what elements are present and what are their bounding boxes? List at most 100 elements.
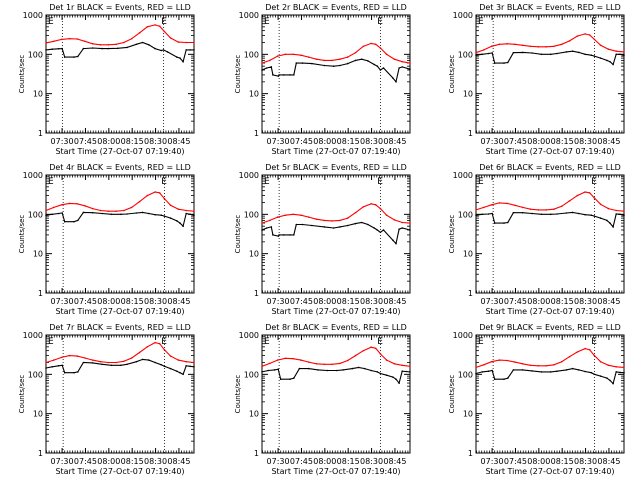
events-point (160, 49, 163, 52)
events-point (61, 47, 63, 50)
series-lld-line (45, 342, 195, 364)
lld-point (514, 43, 516, 46)
events-point (278, 234, 280, 236)
events-point (593, 55, 596, 57)
events-point (261, 229, 263, 231)
events-point (392, 376, 394, 378)
lld-point (568, 355, 571, 358)
events-point (193, 49, 195, 51)
lld-point (60, 356, 63, 359)
events-point (398, 67, 400, 69)
events-point (289, 74, 291, 76)
events-point (367, 60, 369, 62)
lld-point (138, 200, 141, 203)
lld-point (177, 41, 180, 43)
events-point (609, 222, 611, 224)
events-point (401, 66, 404, 68)
y-tick-label: 10 (33, 250, 43, 259)
x-tick-label: 07:45 (504, 297, 527, 306)
y-axis-label: Counts/sec (18, 375, 26, 414)
events-point (367, 223, 369, 226)
lld-point (370, 203, 372, 205)
lld-point (123, 41, 125, 44)
events-point (289, 378, 291, 381)
events-point (571, 367, 574, 370)
events-point (409, 68, 411, 70)
events-point (61, 212, 63, 214)
y-tick-label: 1 (38, 449, 43, 458)
lld-point (68, 37, 71, 40)
x-axis-label: Start Time (27-Oct-07 07:19:40) (271, 307, 400, 316)
lld-point (409, 62, 411, 64)
events-point (278, 74, 280, 76)
x-axis-label: Start Time (27-Oct-07 07:19:40) (271, 147, 400, 156)
lld-point (379, 47, 382, 49)
events-point (398, 228, 400, 230)
lld-point (553, 364, 555, 366)
lld-point (292, 53, 295, 56)
events-point (162, 49, 165, 51)
marker-label: E (48, 337, 54, 347)
lld-point (588, 34, 591, 36)
events-point (193, 366, 195, 368)
lld-point (393, 363, 396, 365)
events-point (185, 365, 187, 367)
x-tick-label: 08:45 (597, 297, 620, 306)
events-point (163, 215, 166, 217)
events-point (179, 57, 181, 59)
lld-point (514, 204, 516, 207)
x-tick-label: 08:45 (383, 297, 406, 306)
lld-point (409, 222, 411, 224)
events-point (550, 53, 552, 56)
events-point (272, 74, 274, 76)
events-point (126, 213, 128, 215)
lld-point (115, 361, 117, 364)
x-tick-label: 08:30 (144, 457, 167, 466)
x-tick-label: 08:00 (97, 457, 120, 466)
y-axis-label: Counts/sec (448, 55, 456, 94)
events-point (599, 217, 602, 219)
events-point (154, 213, 156, 216)
events-point (193, 214, 195, 216)
y-tick-label: 1 (38, 129, 43, 138)
lld-point (45, 361, 47, 364)
lld-point (346, 359, 349, 362)
events-point (185, 212, 187, 215)
lld-point (529, 208, 532, 210)
series-lld-line (475, 348, 625, 368)
events-point (357, 366, 360, 369)
lld-point (146, 346, 149, 348)
events-point (45, 49, 47, 51)
lld-point (593, 354, 596, 357)
lld-point (169, 204, 172, 207)
lld-point (331, 220, 333, 222)
y-axis-label: Counts/sec (234, 375, 242, 414)
events-point (185, 49, 187, 51)
events-point (360, 221, 363, 224)
events-point (475, 54, 477, 56)
lld-point (284, 357, 287, 360)
events-point (141, 41, 144, 44)
events-point (571, 50, 574, 52)
lld-point (261, 365, 263, 368)
y-tick-label: 10 (463, 90, 473, 99)
lld-point (529, 364, 532, 367)
events-point (182, 373, 184, 376)
y-tick-label: 10 (463, 410, 473, 419)
events-point (578, 51, 580, 54)
lld-point (560, 205, 563, 208)
lld-point (401, 60, 404, 63)
events-point (491, 212, 494, 215)
lld-point (339, 219, 341, 222)
events-point (110, 213, 113, 216)
y-tick-label: 10 (249, 90, 259, 99)
events-point (283, 74, 285, 76)
plot-frame (45, 334, 195, 454)
x-tick-label: 08:15 (337, 137, 360, 146)
events-point (385, 374, 388, 377)
lld-point (193, 210, 195, 212)
x-tick-label: 08:00 (97, 137, 120, 146)
lld-point (498, 202, 501, 204)
events-point (619, 213, 621, 216)
